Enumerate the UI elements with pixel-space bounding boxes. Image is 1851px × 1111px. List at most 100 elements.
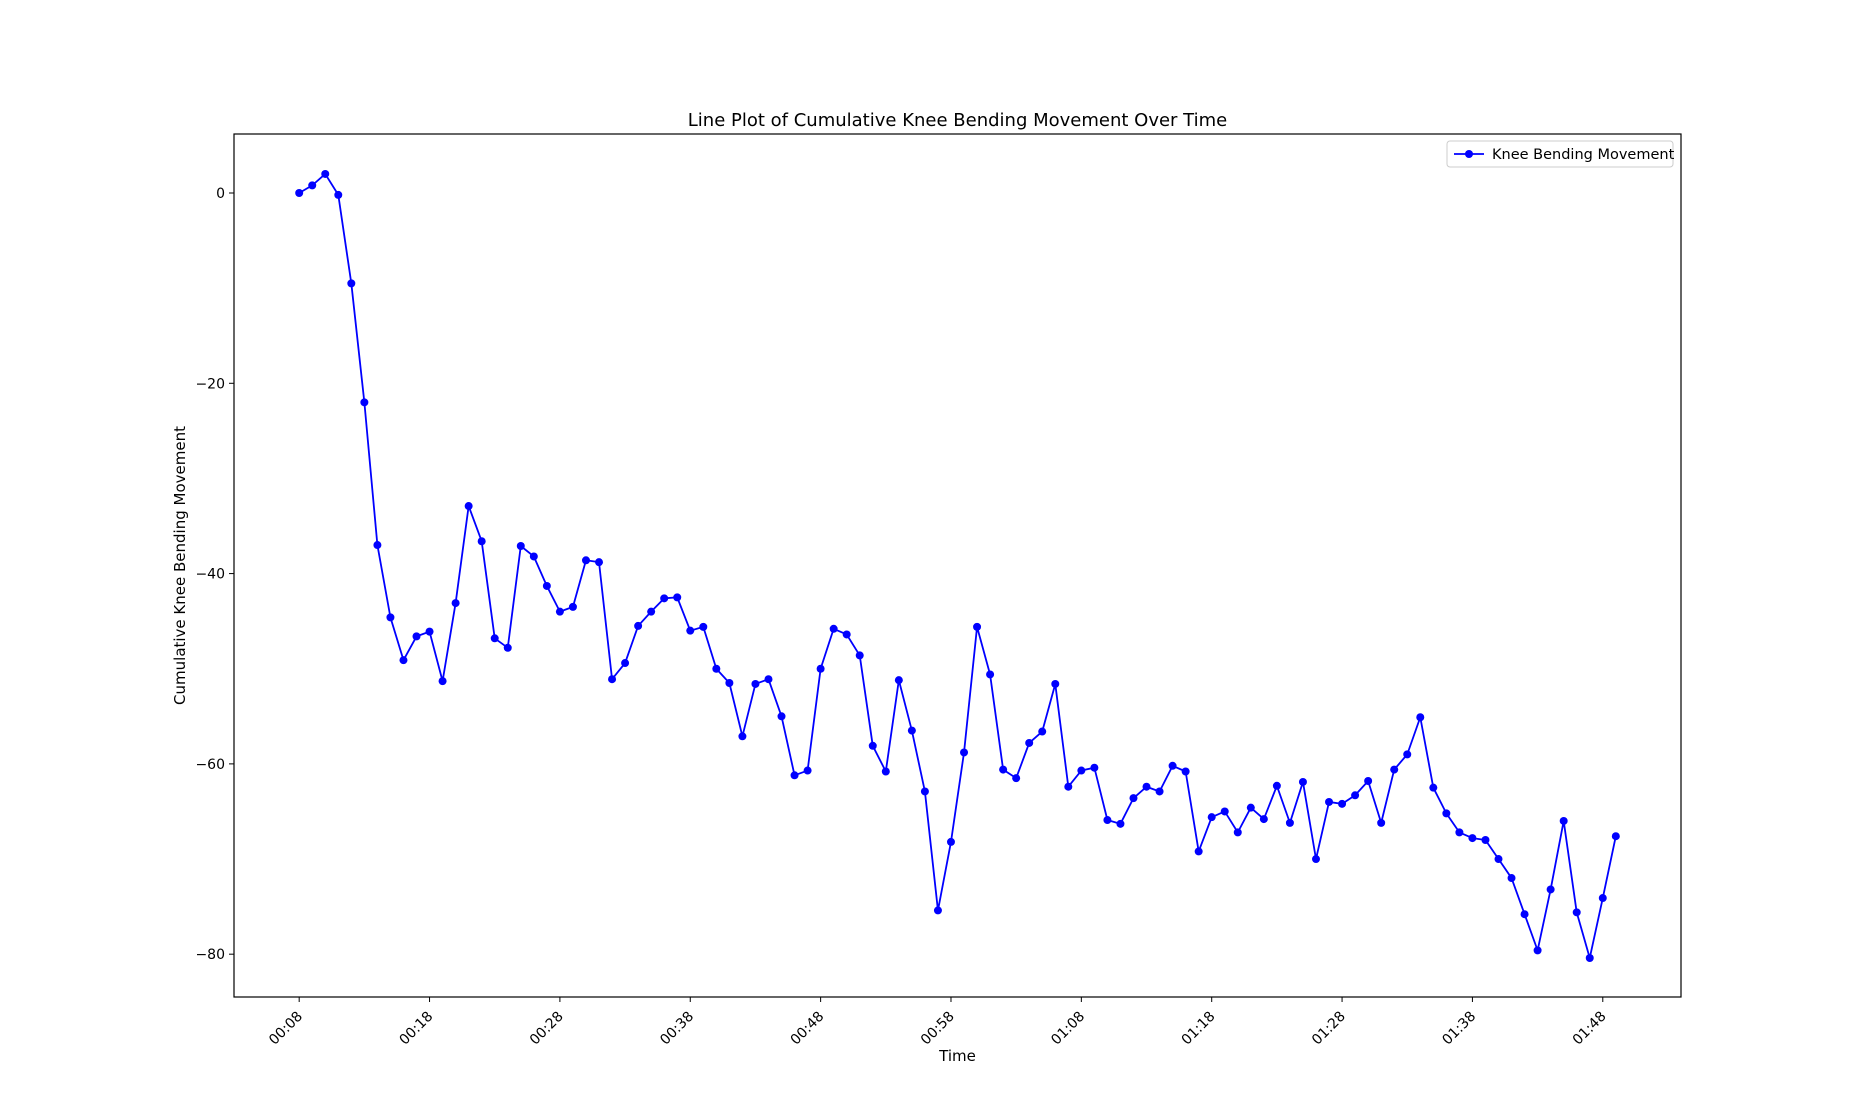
y-tick-label: −40 <box>195 567 225 583</box>
data-point <box>1311 855 1320 864</box>
data-point <box>920 787 929 796</box>
data-point <box>621 659 630 668</box>
data-point <box>660 594 669 603</box>
data-point <box>1507 874 1516 883</box>
x-tick-label: 00:38 <box>657 1009 697 1049</box>
data-point <box>308 181 317 190</box>
data-point <box>1520 910 1529 919</box>
data-point <box>973 622 982 631</box>
data-point <box>1585 953 1594 962</box>
data-point <box>842 630 851 639</box>
data-point <box>1064 782 1073 791</box>
x-axis-title: Time <box>938 1047 976 1065</box>
data-point <box>1077 766 1086 775</box>
x-tick-label: 00:18 <box>397 1009 437 1049</box>
data-point <box>516 541 525 550</box>
data-point <box>1142 782 1151 791</box>
data-point <box>1364 777 1373 786</box>
chart-title: Line Plot of Cumulative Knee Bending Mov… <box>688 110 1227 131</box>
x-tick-label: 00:28 <box>527 1009 567 1049</box>
data-point <box>529 552 538 561</box>
data-point <box>1481 836 1490 844</box>
data-point <box>568 602 577 611</box>
data-point <box>816 664 825 673</box>
data-point <box>1233 828 1242 837</box>
data-point <box>425 627 434 636</box>
data-point <box>608 675 617 684</box>
data-point <box>373 541 382 550</box>
data-point <box>1285 818 1294 827</box>
series-layer <box>295 169 1620 962</box>
data-point <box>1416 713 1425 722</box>
data-point <box>334 190 343 199</box>
data-point <box>1611 832 1620 841</box>
data-point <box>1155 787 1164 796</box>
data-point <box>1246 803 1255 812</box>
data-point <box>777 712 786 721</box>
data-point <box>764 675 773 684</box>
data-point <box>894 676 903 685</box>
data-point <box>1272 781 1281 790</box>
data-point <box>790 771 799 780</box>
data-point <box>438 677 447 686</box>
data-point <box>1559 816 1568 825</box>
data-point <box>699 622 708 631</box>
data-point <box>999 765 1008 774</box>
data-point <box>673 593 682 602</box>
data-point <box>490 634 499 643</box>
data-point <box>1051 679 1060 688</box>
data-point <box>1038 727 1047 736</box>
data-point <box>1442 809 1451 818</box>
legend: Knee Bending Movement <box>1446 140 1675 168</box>
data-point <box>725 679 734 688</box>
data-point <box>933 906 942 915</box>
legend-label: Knee Bending Movement <box>1492 147 1675 163</box>
y-tick-label: −80 <box>195 947 225 963</box>
data-point <box>1207 813 1216 822</box>
x-tick-label: 01:28 <box>1309 1009 1349 1049</box>
y-tick-label: −20 <box>195 376 225 392</box>
data-point <box>360 398 369 407</box>
x-tick-label: 01:08 <box>1048 1009 1088 1049</box>
data-point <box>477 537 486 546</box>
data-point <box>855 651 864 660</box>
data-point <box>595 558 604 567</box>
plot-area <box>233 133 1682 998</box>
series-line <box>298 173 1617 959</box>
y-axis: 0 −20 −40 −60 −80 <box>195 186 234 963</box>
x-tick-label: 01:48 <box>1570 1009 1610 1049</box>
data-point <box>1455 828 1464 837</box>
data-point <box>399 656 408 665</box>
data-point <box>868 741 877 750</box>
data-point <box>1129 794 1138 803</box>
data-point <box>1259 815 1268 824</box>
data-point <box>1377 818 1386 827</box>
data-point <box>686 626 695 635</box>
data-point <box>634 621 643 630</box>
data-point <box>1429 783 1438 792</box>
data-point <box>1598 894 1607 903</box>
data-point <box>960 748 969 757</box>
y-axis-title: Cumulative Knee Bending Movement <box>171 426 189 705</box>
data-point <box>751 679 760 688</box>
x-tick-label: 01:18 <box>1179 1009 1219 1049</box>
data-point <box>1012 774 1021 783</box>
x-tick-label: 00:48 <box>788 1009 828 1049</box>
data-point <box>647 607 656 616</box>
data-point <box>738 732 747 741</box>
legend-marker-swatch <box>1465 150 1473 158</box>
data-point <box>581 556 590 565</box>
data-point <box>412 632 421 641</box>
data-point <box>712 664 721 673</box>
data-point <box>295 188 304 197</box>
data-point <box>1116 819 1125 828</box>
data-point <box>1338 799 1347 808</box>
data-point <box>1351 791 1360 800</box>
data-point <box>1468 834 1477 843</box>
data-point <box>1533 946 1542 955</box>
data-point <box>1194 847 1203 856</box>
data-point <box>386 613 395 622</box>
data-point <box>1325 797 1334 806</box>
x-axis: 00:08 00:18 00:28 00:38 00:48 00:58 01:08 01:18… <box>266 997 1610 1049</box>
